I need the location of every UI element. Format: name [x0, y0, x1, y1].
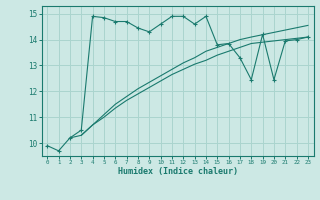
X-axis label: Humidex (Indice chaleur): Humidex (Indice chaleur) — [118, 167, 237, 176]
